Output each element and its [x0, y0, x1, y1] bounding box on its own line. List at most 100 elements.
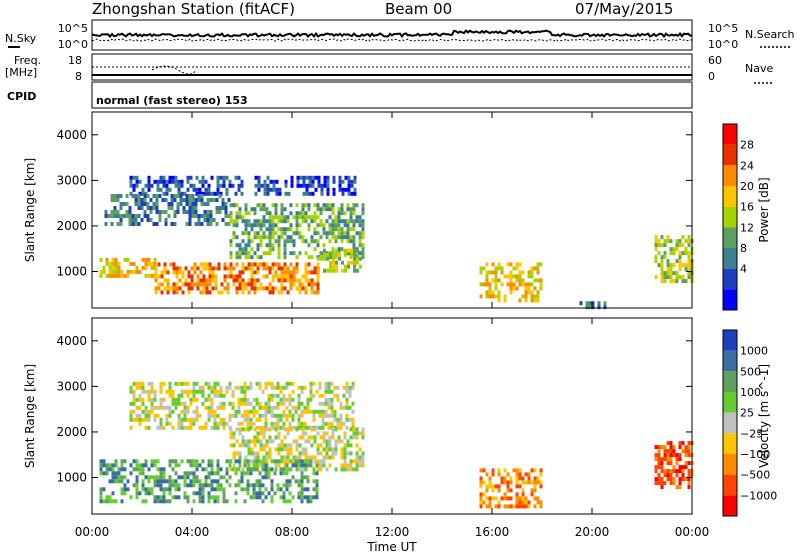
- heatmap-cell: [340, 451, 344, 456]
- heatmap-cell: [298, 451, 302, 456]
- heatmap-cell: [479, 496, 483, 501]
- heatmap-cell: [315, 487, 319, 492]
- heatmap-cell: [174, 397, 178, 402]
- heatmap-cell: [250, 223, 254, 228]
- heatmap-cell: [140, 206, 144, 210]
- heatmap-cell: [250, 451, 254, 456]
- heatmap-cell: [277, 251, 281, 256]
- heatmap-cell: [216, 471, 220, 476]
- heatmap-cell: [241, 427, 245, 432]
- heatmap-cell: [268, 266, 272, 271]
- heatmap-cell: [289, 251, 293, 256]
- heatmap-cell: [310, 270, 314, 275]
- heatmap-cell: [237, 187, 241, 192]
- heatmap-cell: [292, 266, 296, 271]
- heatmap-cell: [274, 447, 278, 452]
- heatmap-cell: [654, 457, 658, 462]
- heatmap-cell: [332, 191, 336, 196]
- heatmap-cell: [482, 266, 486, 271]
- heatmap-cell: [135, 405, 139, 410]
- heatmap-cell: [253, 270, 257, 275]
- heatmap-cell: [144, 405, 148, 410]
- heatmap-cell: [176, 194, 180, 198]
- heatmap-cell: [350, 248, 353, 253]
- heatmap-cell: [200, 222, 204, 226]
- heatmap-cell: [243, 385, 247, 390]
- heatmap-cell: [343, 431, 347, 436]
- heatmap-cell: [186, 187, 190, 192]
- heatmap-cell: [157, 274, 161, 279]
- heatmap-cell: [341, 268, 344, 273]
- heatmap-cell: [660, 275, 664, 280]
- heatmap-cell: [110, 222, 114, 226]
- heatmap-cell: [190, 274, 194, 279]
- heatmap-cell: [129, 175, 133, 180]
- heatmap-cell: [141, 401, 145, 406]
- heatmap-cell: [282, 483, 286, 488]
- heatmap-cell: [201, 425, 205, 430]
- heatmap-cell: [509, 286, 513, 291]
- colorbar-tick-label: 8: [740, 242, 747, 255]
- heatmap-cell: [229, 270, 233, 275]
- heatmap-cell: [271, 247, 275, 252]
- heatmap-cell: [241, 262, 245, 267]
- colorbar-tick-label: 100: [740, 386, 761, 399]
- heatmap-cell: [159, 179, 163, 184]
- heatmap-cell: [294, 405, 298, 410]
- heatmap-cell: [192, 421, 196, 426]
- heatmap-cell: [331, 427, 335, 432]
- heatmap-cell: [309, 409, 313, 414]
- heatmap-cell: [194, 206, 198, 210]
- heatmap-cell: [176, 210, 180, 214]
- heatmap-cell: [164, 210, 168, 214]
- heatmap-cell: [315, 471, 319, 476]
- heatmap-cell: [174, 463, 178, 468]
- heatmap-cell: [324, 421, 328, 426]
- heatmap-cell: [144, 475, 148, 480]
- heatmap-cell: [256, 455, 260, 460]
- heatmap-cell: [168, 483, 172, 488]
- heatmap-cell: [271, 243, 275, 248]
- heatmap-cell: [256, 219, 260, 224]
- heatmap-cell: [194, 222, 198, 226]
- heatmap-cell: [309, 499, 313, 504]
- heatmap-cell: [168, 479, 172, 484]
- heatmap-cell: [337, 439, 341, 444]
- heatmap-cell: [129, 179, 133, 184]
- heatmap-cell: [150, 487, 154, 492]
- heatmap-cell: [533, 468, 537, 473]
- heatmap-cell: [99, 459, 103, 464]
- heatmap-cell: [259, 286, 263, 291]
- heatmap-cell: [252, 483, 256, 488]
- heatmap-cell: [150, 491, 154, 496]
- heatmap-cell: [252, 413, 256, 418]
- heatmap-cell: [262, 219, 266, 224]
- heatmap-cell: [183, 471, 187, 476]
- heatmap-cell: [216, 499, 220, 504]
- heatmap-cell: [479, 484, 483, 489]
- heatmap-cell: [235, 427, 239, 432]
- heatmap-cell: [147, 389, 151, 394]
- heatmap-cell: [238, 251, 242, 256]
- heatmap-cell: [512, 274, 516, 279]
- heatmap-cell: [191, 194, 195, 198]
- heatmap-cell: [353, 260, 356, 265]
- heatmap-cell: [260, 183, 264, 188]
- heatmap-cell: [322, 439, 326, 444]
- heatmap-cell: [261, 467, 265, 472]
- heatmap-cell: [102, 463, 106, 468]
- heatmap-cell: [168, 409, 172, 414]
- heatmap-cell: [497, 290, 501, 295]
- heatmap-cell: [327, 385, 331, 390]
- heatmap-cell: [257, 183, 261, 188]
- heatmap-cell: [132, 417, 136, 422]
- heatmap-cell: [301, 215, 305, 220]
- heatmap-cell: [663, 481, 667, 486]
- heatmap-cell: [289, 239, 293, 244]
- heatmap-cell: [316, 266, 320, 271]
- heatmap-cell: [262, 455, 266, 460]
- x-tick-label: 16:00: [475, 525, 510, 539]
- heatmap-cell: [232, 231, 236, 236]
- heatmap-cell: [274, 435, 278, 440]
